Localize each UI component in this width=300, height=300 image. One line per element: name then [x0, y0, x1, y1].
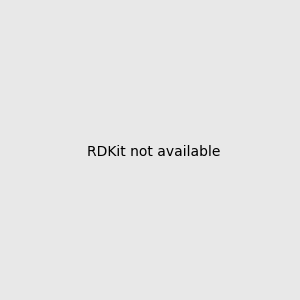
Text: RDKit not available: RDKit not available: [87, 145, 220, 158]
